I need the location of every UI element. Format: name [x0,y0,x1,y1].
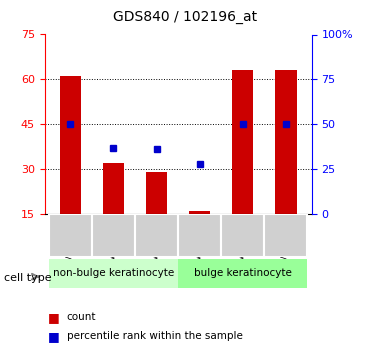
Text: ■: ■ [48,330,60,343]
FancyBboxPatch shape [135,214,178,257]
Bar [103,163,124,259]
Text: count: count [67,313,96,322]
FancyBboxPatch shape [178,214,221,257]
FancyBboxPatch shape [92,214,135,257]
Text: non-bulge keratinocyte: non-bulge keratinocyte [53,268,174,278]
FancyBboxPatch shape [221,214,264,257]
FancyBboxPatch shape [178,259,307,288]
Text: percentile rank within the sample: percentile rank within the sample [67,332,243,341]
FancyBboxPatch shape [264,214,307,257]
Text: cell type: cell type [4,273,51,283]
Text: GDS840 / 102196_at: GDS840 / 102196_at [114,10,257,24]
FancyBboxPatch shape [49,214,92,257]
FancyBboxPatch shape [49,259,178,288]
Text: bulge keratinocyte: bulge keratinocyte [194,268,292,278]
Text: ■: ■ [48,311,60,324]
Bar [232,70,253,259]
Bar [189,211,210,259]
Bar [275,70,296,259]
Bar [146,172,167,259]
Bar [60,76,81,259]
